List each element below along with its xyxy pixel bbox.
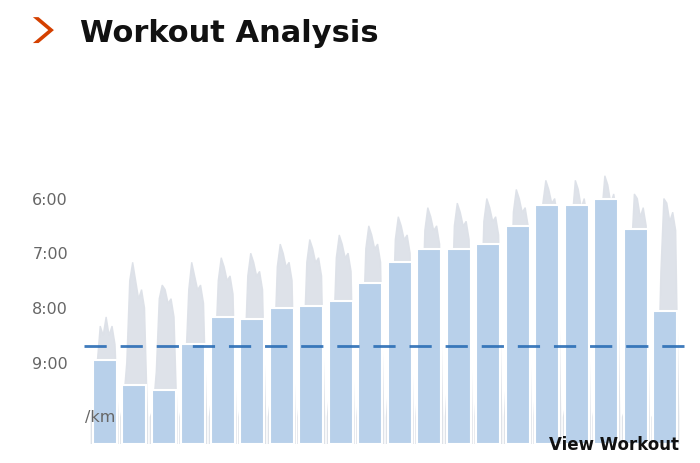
Bar bbox=[594, 199, 618, 444]
Bar bbox=[417, 249, 442, 444]
Polygon shape bbox=[209, 258, 236, 463]
Polygon shape bbox=[328, 235, 354, 463]
Polygon shape bbox=[622, 194, 649, 463]
Polygon shape bbox=[239, 253, 265, 463]
Polygon shape bbox=[416, 208, 442, 463]
Polygon shape bbox=[445, 203, 472, 463]
Polygon shape bbox=[298, 239, 325, 463]
Polygon shape bbox=[180, 263, 206, 463]
Bar bbox=[505, 226, 530, 444]
Bar bbox=[388, 263, 412, 444]
Polygon shape bbox=[91, 317, 118, 463]
Bar bbox=[240, 319, 265, 444]
Bar bbox=[122, 385, 146, 444]
Polygon shape bbox=[534, 181, 561, 463]
Polygon shape bbox=[268, 244, 295, 463]
Bar bbox=[447, 249, 471, 444]
Bar bbox=[653, 311, 678, 444]
Polygon shape bbox=[357, 226, 384, 463]
Bar bbox=[476, 244, 500, 444]
Text: Workout Analysis: Workout Analysis bbox=[80, 19, 379, 48]
Polygon shape bbox=[121, 263, 148, 463]
Text: View Workout: View Workout bbox=[549, 436, 679, 454]
Polygon shape bbox=[652, 199, 679, 463]
Bar bbox=[565, 205, 589, 444]
Polygon shape bbox=[150, 285, 177, 463]
Bar bbox=[358, 283, 382, 444]
Bar bbox=[92, 360, 117, 444]
Bar bbox=[624, 229, 648, 444]
Bar bbox=[211, 317, 234, 444]
Polygon shape bbox=[505, 189, 531, 463]
Bar bbox=[328, 301, 353, 444]
Bar bbox=[270, 308, 294, 444]
Bar bbox=[152, 390, 176, 444]
Text: /km: /km bbox=[85, 410, 115, 425]
Polygon shape bbox=[564, 181, 590, 463]
Polygon shape bbox=[475, 199, 502, 463]
Polygon shape bbox=[593, 176, 620, 463]
Bar bbox=[181, 344, 205, 444]
Polygon shape bbox=[386, 217, 413, 463]
Bar bbox=[536, 205, 559, 444]
Bar bbox=[299, 306, 323, 444]
